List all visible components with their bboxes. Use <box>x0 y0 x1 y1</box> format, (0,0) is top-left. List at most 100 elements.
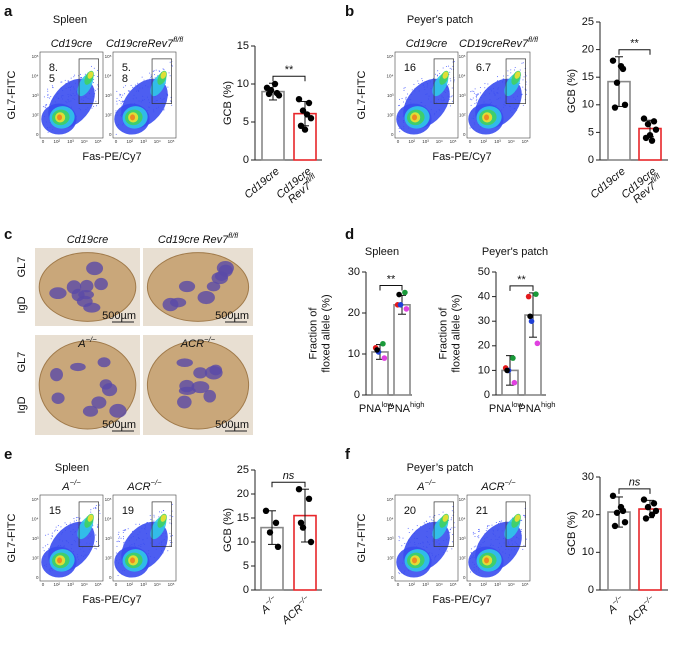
flow-tick-label: 0 <box>469 582 472 587</box>
flow-event <box>93 105 95 107</box>
gate-value: 16 <box>404 63 416 74</box>
x-tick-label-sup: low <box>382 400 394 409</box>
flow-event <box>122 94 124 96</box>
flow-event <box>97 527 99 529</box>
flow-event <box>99 545 101 547</box>
flow-event <box>49 97 51 99</box>
image-label-text: Cd19cre <box>67 234 109 246</box>
data-point <box>403 306 410 312</box>
flow-density <box>442 514 449 522</box>
flow-tick-label: 10² <box>408 582 415 587</box>
flow-event <box>97 524 99 526</box>
flow-event <box>170 535 172 537</box>
flow-event <box>477 93 479 95</box>
x-tick-label-text: PNA <box>489 403 512 415</box>
data-point <box>644 503 652 511</box>
follicle <box>170 297 187 308</box>
y-tick-label: 5 <box>588 126 594 138</box>
flow-x-label: Fas-PE/Cy7 <box>432 594 491 606</box>
flow-event <box>99 512 101 514</box>
significance-label: ** <box>285 64 294 76</box>
y-tick-label: 10 <box>348 348 360 360</box>
flow-event <box>470 104 472 106</box>
panel-title: Peyer's patch <box>407 14 473 26</box>
flow-event <box>42 106 44 108</box>
flow-event <box>169 519 171 521</box>
y-tick-label: 30 <box>348 266 360 278</box>
flow-event <box>124 529 126 531</box>
flow-event <box>115 552 117 554</box>
flow-event <box>471 90 473 92</box>
flow-event <box>449 98 451 100</box>
flow-tick-label: 0 <box>36 575 39 580</box>
flow-event <box>169 544 171 546</box>
flow-tick-label: 10⁴ <box>459 74 466 79</box>
x-tick-label: Cd19cre <box>242 165 282 201</box>
image-label-text: A <box>77 338 85 350</box>
flow-event <box>449 71 451 73</box>
flow-event <box>478 531 480 533</box>
flow-event <box>47 543 49 545</box>
flow-event <box>95 505 97 507</box>
flow-event <box>514 67 516 69</box>
flow-event <box>522 548 524 550</box>
follicle <box>82 405 99 417</box>
flow-event <box>510 69 512 71</box>
follicle <box>101 383 118 397</box>
flow-event <box>76 519 78 521</box>
flow-event <box>132 86 134 88</box>
flow-event <box>51 536 53 538</box>
flow-event <box>66 523 68 525</box>
y-tick-label: 20 <box>478 340 490 352</box>
y-tick-label: 0 <box>484 389 490 401</box>
flow-event <box>51 532 53 534</box>
data-point <box>299 524 307 531</box>
flow-tick-label: 10² <box>459 113 466 118</box>
flow-event <box>120 94 122 96</box>
flow-event <box>93 67 95 69</box>
flow-event <box>150 77 152 79</box>
flow-tick-label: 10⁵ <box>387 497 394 502</box>
flow-event <box>474 533 476 535</box>
flow-event <box>43 550 45 552</box>
flow-event <box>520 530 522 532</box>
flow-event <box>495 521 497 523</box>
flow-event <box>120 537 122 539</box>
flow-event <box>451 527 453 529</box>
flow-tick-label: 0 <box>115 582 118 587</box>
y-axis-label: GCB (%) <box>222 508 234 552</box>
flow-event <box>452 506 454 508</box>
flow-event <box>454 526 456 528</box>
flow-density <box>412 114 418 121</box>
flow-event <box>143 79 145 81</box>
flow-event <box>417 80 419 82</box>
flow-event <box>405 97 407 99</box>
flow-event <box>513 69 515 71</box>
flow-event <box>55 526 57 528</box>
flow-tick-label: 0 <box>391 132 394 137</box>
flow-event <box>476 95 478 97</box>
flow-tick-label: 10⁴ <box>105 517 112 522</box>
data-point <box>380 340 386 347</box>
flow-event <box>123 86 125 88</box>
x-tick-label: ACR−/− <box>622 592 659 627</box>
flow-event <box>435 73 437 75</box>
follicle <box>80 279 94 293</box>
flow-event <box>449 78 451 80</box>
flow-tick-label: 10⁵ <box>459 54 466 59</box>
flow-sample-name-text: Cd19cre <box>51 38 93 50</box>
flow-tick-label: 10⁵ <box>105 54 112 59</box>
flow-tick-label: 10⁴ <box>154 139 161 144</box>
flow-event <box>486 527 488 529</box>
flow-event <box>169 540 171 542</box>
x-tick-label-text: PNA <box>359 403 382 415</box>
flow-sample-name-sup: −/− <box>70 478 82 487</box>
flow-event <box>451 95 453 97</box>
flow-event <box>473 546 475 548</box>
flow-density <box>514 71 521 79</box>
flow-event <box>472 97 474 99</box>
follicle <box>86 261 104 276</box>
panel-label: d <box>345 226 354 243</box>
flow-tick-label: 10² <box>32 113 39 118</box>
flow-event <box>472 531 474 533</box>
